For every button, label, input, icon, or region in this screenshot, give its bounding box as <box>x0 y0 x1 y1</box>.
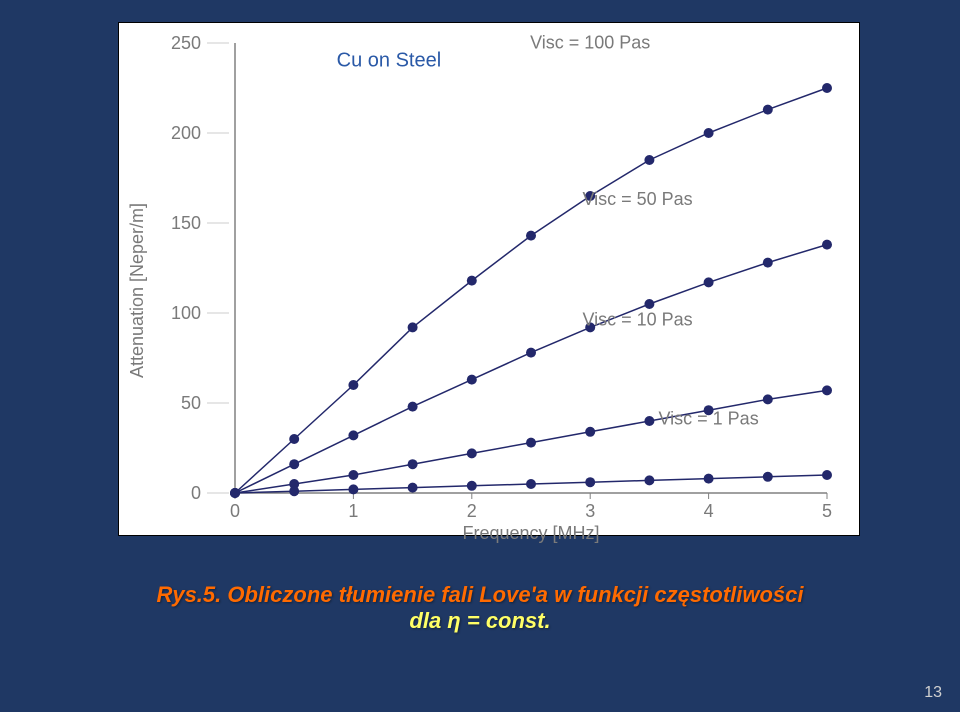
svg-text:Attenuation [Neper/m]: Attenuation [Neper/m] <box>127 203 147 378</box>
svg-text:Cu on Steel: Cu on Steel <box>337 49 442 71</box>
svg-text:4: 4 <box>704 501 714 521</box>
figure-caption: Rys.5. Obliczone tłumienie fali Love'a w… <box>0 582 960 634</box>
page-number: 13 <box>924 684 942 702</box>
svg-text:50: 50 <box>181 393 201 413</box>
svg-text:Visc = 1 Pas: Visc = 1 Pas <box>658 409 758 429</box>
caption-prefix: dla <box>409 608 447 633</box>
svg-text:1: 1 <box>348 501 358 521</box>
svg-text:0: 0 <box>191 483 201 503</box>
svg-text:Frequency [MHz]: Frequency [MHz] <box>462 523 599 543</box>
svg-text:250: 250 <box>171 33 201 53</box>
svg-text:150: 150 <box>171 213 201 233</box>
svg-text:Visc = 10 Pas: Visc = 10 Pas <box>582 310 692 330</box>
svg-text:200: 200 <box>171 123 201 143</box>
caption-suffix: = const. <box>461 608 551 633</box>
svg-text:100: 100 <box>171 303 201 323</box>
svg-text:Visc = 100 Pas: Visc = 100 Pas <box>530 32 650 52</box>
svg-text:3: 3 <box>585 501 595 521</box>
slide-root: 0 50 100 150 200 250 0 1 2 3 4 5 Frequency [MHz] Atte… <box>0 0 960 712</box>
svg-text:5: 5 <box>822 501 832 521</box>
eta-symbol: η <box>447 608 460 633</box>
chart-svg: 050100150200250012345Frequency [MHz]Atte… <box>119 23 859 535</box>
svg-text:2: 2 <box>467 501 477 521</box>
svg-text:Visc = 50 Pas: Visc = 50 Pas <box>582 189 692 209</box>
svg-text:0: 0 <box>230 501 240 521</box>
caption-line1: Rys.5. Obliczone tłumienie fali Love'a w… <box>156 582 803 607</box>
chart-box: 050100150200250012345Frequency [MHz]Atte… <box>118 22 860 536</box>
